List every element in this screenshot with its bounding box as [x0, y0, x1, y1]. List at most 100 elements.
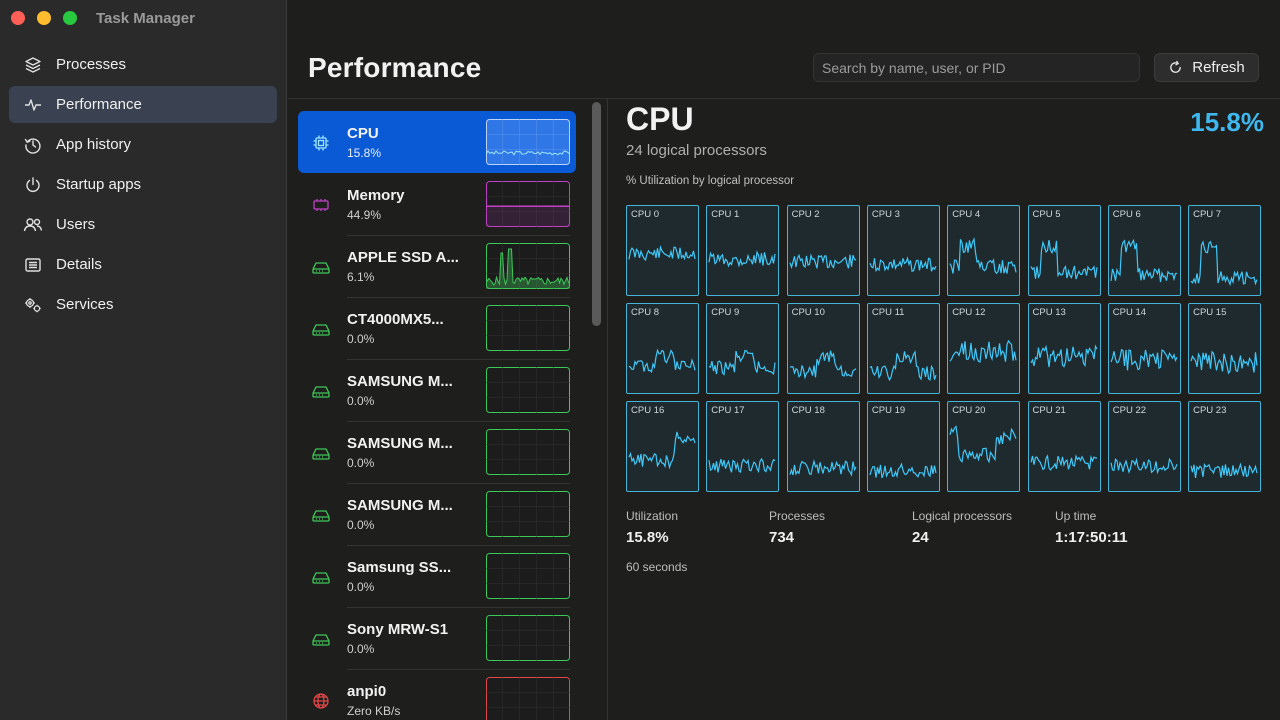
- cpu-core-label: CPU 13: [1032, 307, 1066, 318]
- sidebar-item-details[interactable]: Details: [9, 246, 277, 283]
- cpu-core-graph: CPU 23: [1188, 401, 1262, 492]
- stat-value: 24: [912, 529, 929, 546]
- drive-icon: [310, 566, 332, 588]
- device-sparkline: [486, 615, 570, 661]
- cpu-core-label: CPU 3: [871, 209, 900, 220]
- device-sparkline: [486, 181, 570, 227]
- sidebar-item-startup-apps[interactable]: Startup apps: [9, 166, 277, 203]
- device-name: anpi0: [347, 683, 387, 700]
- detail-utilization: 15.8%: [1190, 107, 1264, 137]
- cpu-core-label: CPU 20: [952, 405, 986, 416]
- cpu-core-graph: CPU 1: [706, 205, 780, 296]
- grid-label: % Utilization by logical processor: [626, 175, 795, 187]
- minimize-window-button[interactable]: [37, 11, 51, 25]
- device-separator: [347, 669, 570, 670]
- cpu-core-graph: CPU 3: [866, 205, 940, 296]
- device-sparkline: [485, 243, 571, 289]
- header-divider: [288, 98, 1280, 99]
- device-item[interactable]: SAMSUNG M... 0.0%: [298, 359, 576, 422]
- page-title: Performance: [308, 52, 482, 83]
- main-pane: Performance Refresh CPU 15.8% Memory 44.…: [288, 0, 1280, 720]
- device-value: 44.9%: [347, 208, 382, 222]
- device-separator: [347, 359, 570, 360]
- device-name: Sony MRW-S1: [347, 621, 449, 638]
- device-sparkline: [486, 367, 570, 413]
- drive-icon: [310, 256, 332, 278]
- device-value: 15.8%: [347, 146, 382, 160]
- device-item[interactable]: Sony MRW-S1 0.0%: [298, 607, 576, 670]
- logical-processor-grid: CPU 0 CPU 1 CPU 2 CPU 3 CPU 4 CPU 5 CPU …: [626, 205, 1264, 493]
- sidebar-item-performance[interactable]: Performance: [9, 86, 277, 123]
- device-name: CPU: [347, 125, 379, 142]
- device-name: Memory: [347, 187, 405, 204]
- layers-icon: [23, 55, 43, 75]
- refresh-icon: [1168, 60, 1183, 75]
- drive-icon: [310, 504, 332, 526]
- users-icon: [23, 215, 43, 235]
- sidebar-item-label: Processes: [56, 56, 127, 73]
- sidebar: Task Manager Processes Performance App h…: [0, 0, 287, 720]
- drive-icon: [310, 442, 332, 464]
- sidebar-item-label: Users: [56, 216, 96, 233]
- details-list-icon: [23, 255, 43, 275]
- cpu-core-label: CPU 21: [1032, 405, 1066, 416]
- device-value: Zero KB/s: [347, 704, 401, 718]
- stat-label: Processes: [769, 509, 826, 523]
- device-item[interactable]: SAMSUNG M... 0.0%: [298, 483, 576, 546]
- pulse-icon: [23, 95, 43, 115]
- cpu-core-graph: CPU 18: [786, 401, 860, 492]
- stat-value: 15.8%: [626, 529, 669, 546]
- device-value: 6.1%: [347, 270, 375, 284]
- cpu-core-label: CPU 0: [631, 209, 659, 220]
- device-item[interactable]: CT4000MX5... 0.0%: [298, 297, 576, 360]
- device-item[interactable]: APPLE SSD A... 6.1%: [298, 235, 576, 298]
- refresh-button[interactable]: Refresh: [1154, 53, 1259, 82]
- cpu-core-label: CPU 19: [871, 405, 906, 416]
- cpu-core-label: CPU 11: [871, 307, 905, 318]
- device-item[interactable]: Samsung SS... 0.0%: [298, 545, 576, 608]
- stat-label: Utilization: [626, 509, 679, 523]
- stat-value: 734: [769, 529, 795, 546]
- cpu-core-label: CPU 5: [1032, 209, 1061, 220]
- device-sparkline: [486, 429, 570, 475]
- device-separator: [347, 235, 570, 236]
- cpu-core-graph: CPU 10: [786, 303, 860, 394]
- cpu-core-label: CPU 15: [1193, 307, 1227, 318]
- cpu-core-graph: CPU 11: [866, 303, 940, 394]
- device-list-scrollbar[interactable]: [592, 102, 601, 326]
- device-item[interactable]: SAMSUNG M... 0.0%: [298, 421, 576, 484]
- sidebar-item-app-history[interactable]: App history: [9, 126, 277, 163]
- gears-icon: [23, 295, 43, 315]
- device-item[interactable]: CPU 15.8%: [298, 111, 576, 173]
- sidebar-item-label: Services: [56, 296, 114, 313]
- cpu-core-graph: CPU 5: [1027, 205, 1101, 296]
- memory-icon: [310, 194, 332, 216]
- zoom-window-button[interactable]: [63, 11, 77, 25]
- sidebar-item-users[interactable]: Users: [9, 206, 277, 243]
- time-window-label: 60 seconds: [626, 560, 688, 574]
- device-sparkline: [486, 305, 570, 351]
- search-input[interactable]: [813, 53, 1140, 82]
- sidebar-item-label: Performance: [56, 96, 142, 113]
- cpu-core-graph: CPU 9: [706, 303, 780, 394]
- cpu-core-graph: CPU 20: [947, 401, 1021, 492]
- cpu-core-label: CPU 7: [1193, 209, 1222, 220]
- cpu-core-graph: CPU 13: [1027, 303, 1101, 394]
- device-separator: [347, 483, 570, 484]
- detail-title: CPU: [626, 101, 694, 137]
- detail-subtitle: 24 logical processors: [626, 142, 767, 159]
- history-icon: [23, 135, 43, 155]
- cpu-core-label: CPU 16: [631, 405, 665, 416]
- device-item[interactable]: anpi0 Zero KB/s: [298, 669, 576, 720]
- app-title: Task Manager: [96, 10, 195, 27]
- cpu-core-label: CPU 18: [791, 405, 825, 416]
- cpu-core-graph: CPU 22: [1107, 401, 1181, 492]
- device-item[interactable]: Memory 44.9%: [298, 173, 576, 236]
- device-name: SAMSUNG M...: [347, 435, 453, 452]
- close-window-button[interactable]: [11, 11, 25, 25]
- sidebar-item-label: Details: [56, 256, 102, 273]
- stat-utilization: Utilization 15.8%: [626, 509, 678, 546]
- sidebar-item-processes[interactable]: Processes: [9, 46, 277, 83]
- device-list[interactable]: CPU 15.8% Memory 44.9% APPLE SSD A... 6.…: [288, 99, 608, 720]
- sidebar-item-services[interactable]: Services: [9, 286, 277, 323]
